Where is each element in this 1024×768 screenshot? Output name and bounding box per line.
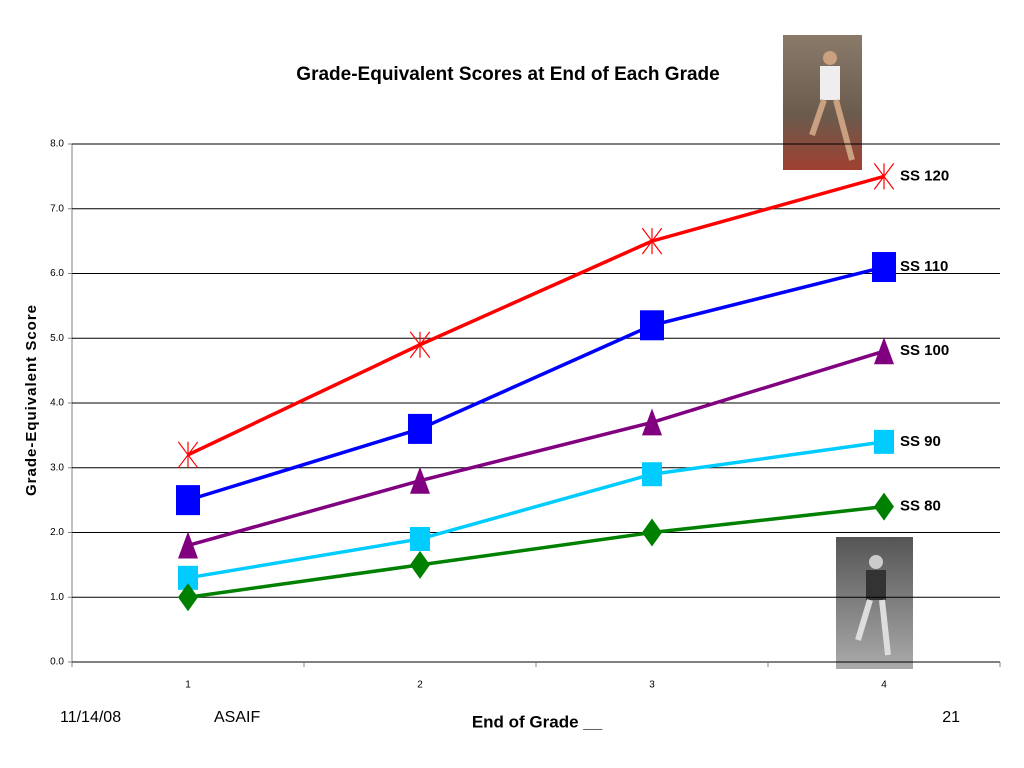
marker bbox=[641, 227, 663, 255]
x-tick-label: 1 bbox=[185, 680, 191, 691]
y-tick-label: 2.0 bbox=[50, 527, 64, 538]
photo-top bbox=[783, 35, 862, 170]
y-tick-label: 7.0 bbox=[50, 203, 64, 214]
marker bbox=[409, 331, 431, 359]
marker bbox=[642, 408, 662, 436]
marker bbox=[873, 163, 895, 190]
marker bbox=[640, 310, 664, 341]
chart-title: Grade-Equivalent Scores at End of Each G… bbox=[296, 64, 719, 85]
marker bbox=[178, 531, 198, 559]
plot-area: 0.0 1.0 2.0 3.0 4.0 5.0 6.0 7.0 8.0 1 2 3 4 SS 120 SS … bbox=[50, 139, 1001, 691]
marker bbox=[642, 518, 662, 547]
marker bbox=[178, 565, 198, 590]
y-tick-label: 5.0 bbox=[50, 333, 64, 344]
series-label: SS 90 bbox=[900, 433, 941, 450]
series-label: SS 80 bbox=[900, 498, 941, 515]
marker bbox=[410, 466, 430, 494]
y-tick-label: 6.0 bbox=[50, 268, 64, 279]
y-tick-label: 0.0 bbox=[50, 657, 64, 668]
marker bbox=[408, 413, 432, 444]
marker bbox=[874, 429, 894, 454]
series-line bbox=[187, 440, 885, 580]
series-line bbox=[187, 265, 885, 502]
x-tick-label: 4 bbox=[881, 680, 887, 691]
marker bbox=[178, 583, 198, 612]
y-tick-label: 4.0 bbox=[50, 398, 64, 409]
y-tick-label: 3.0 bbox=[50, 462, 64, 473]
y-tick-label: 1.0 bbox=[50, 592, 64, 603]
marker bbox=[874, 337, 894, 365]
series-label: SS 110 bbox=[900, 258, 948, 275]
series-line bbox=[187, 504, 885, 599]
series-label: SS 100 bbox=[900, 342, 949, 359]
marker bbox=[177, 441, 199, 469]
x-axis-label: End of Grade __ bbox=[472, 712, 603, 731]
series-line bbox=[187, 349, 885, 548]
footer-author: ASAIF bbox=[214, 709, 260, 726]
marker bbox=[872, 252, 896, 283]
x-tick-label: 2 bbox=[417, 680, 423, 691]
y-tick-label: 8.0 bbox=[50, 139, 64, 150]
y-axis-label: Grade-Equivalent Score bbox=[23, 304, 40, 496]
marker bbox=[642, 462, 662, 487]
series-label: SS 120 bbox=[900, 167, 949, 184]
footer-date: 11/14/08 bbox=[60, 709, 121, 726]
marker bbox=[410, 550, 430, 579]
marker bbox=[176, 485, 200, 516]
photo-bottom bbox=[836, 537, 913, 669]
marker bbox=[410, 526, 430, 551]
series-line bbox=[187, 174, 885, 457]
marker bbox=[874, 492, 894, 521]
page-number: 21 bbox=[942, 709, 960, 726]
x-tick-label: 3 bbox=[649, 680, 655, 691]
